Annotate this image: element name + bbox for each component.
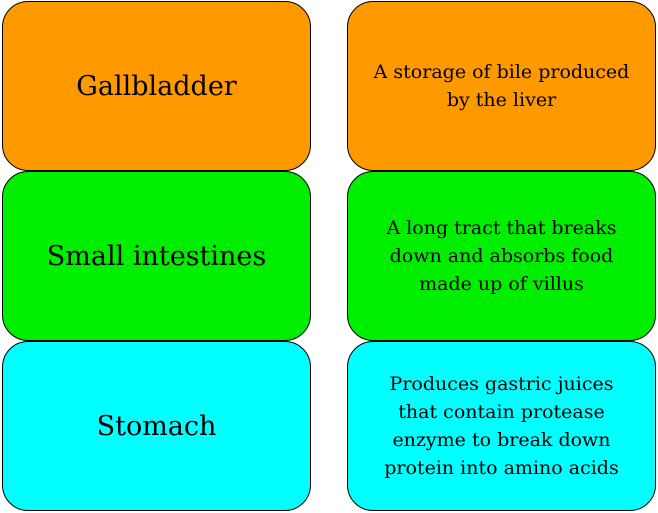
definition-card-gallbladder: A storage of bile produced by the liver	[347, 1, 656, 171]
term-label: Stomach	[96, 410, 217, 442]
definition-text: A long tract that breaks down and absorb…	[386, 217, 617, 295]
term-card-small-intestines: Small intestines	[2, 171, 311, 341]
term-card-gallbladder: Gallbladder	[2, 1, 311, 171]
definition-text: A storage of bile produced by the liver	[373, 61, 630, 111]
term-label: Small intestines	[46, 240, 267, 272]
term-card-stomach: Stomach	[2, 341, 311, 511]
term-label: Gallbladder	[76, 70, 237, 102]
definition-card-stomach: Produces gastric juices that contain pro…	[347, 341, 656, 511]
definition-card-small-intestines: A long tract that breaks down and absorb…	[347, 171, 656, 341]
definition-text: Produces gastric juices that contain pro…	[384, 373, 619, 479]
